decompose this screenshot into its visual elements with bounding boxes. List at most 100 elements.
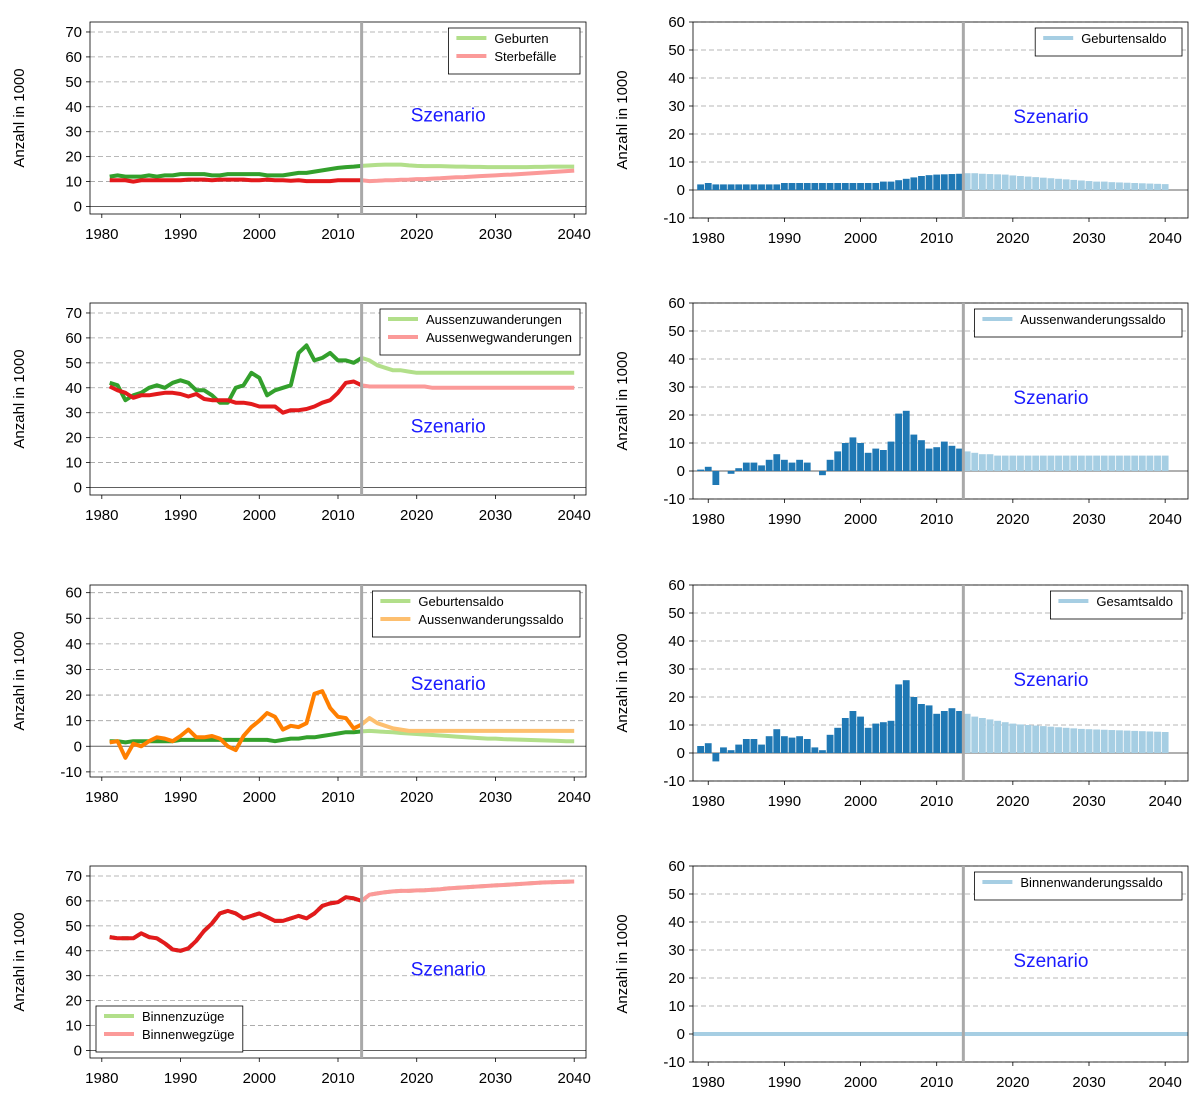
y-tick-label: 20 bbox=[65, 430, 82, 447]
plot-frame bbox=[692, 584, 1189, 782]
bar-2031 bbox=[1093, 181, 1101, 190]
scenario-annotation: Szenario bbox=[1013, 107, 1088, 128]
bar-2011 bbox=[940, 174, 948, 190]
bar-2010 bbox=[933, 447, 941, 471]
x-tick-label: 2030 bbox=[479, 789, 512, 806]
y-tick-label: 10 bbox=[65, 1018, 82, 1035]
bar-2002 bbox=[872, 183, 880, 190]
bar-1994 bbox=[811, 747, 819, 753]
series-history-Aussenwanderungssaldo bbox=[109, 689, 363, 760]
bar-2033 bbox=[1108, 455, 1116, 471]
legend: Binnenzuzüge Binnenwegzüge bbox=[95, 1005, 244, 1053]
bar-1981 bbox=[712, 753, 720, 762]
bar-2029 bbox=[1077, 180, 1085, 190]
bar-2017 bbox=[986, 719, 994, 753]
y-tick-label: 0 bbox=[74, 480, 82, 497]
bar-2028 bbox=[1070, 728, 1078, 753]
bar-2022 bbox=[1024, 725, 1032, 753]
plot-frame bbox=[692, 302, 1189, 500]
x-tick-label: 2020 bbox=[400, 226, 433, 243]
series-history-Aussenzuwanderungen bbox=[109, 343, 363, 405]
bar-1987 bbox=[758, 744, 765, 753]
bar-2024 bbox=[1039, 726, 1047, 753]
x-tick-label: 2020 bbox=[996, 230, 1029, 247]
bar-1985 bbox=[742, 739, 750, 753]
x-tick-label: 2010 bbox=[920, 511, 953, 528]
x-tick-label: 2010 bbox=[321, 1070, 354, 1087]
x-tick-label: 1980 bbox=[85, 1070, 118, 1087]
bar-1989 bbox=[773, 184, 781, 190]
x-tick-label: 1980 bbox=[692, 230, 725, 247]
y-tick-label: 0 bbox=[74, 1043, 82, 1060]
x-tick-label: 2020 bbox=[996, 1074, 1029, 1091]
bar-1982 bbox=[720, 747, 727, 753]
bar-2036 bbox=[1131, 455, 1139, 471]
x-tick-label: 1980 bbox=[85, 789, 118, 806]
y-tick-label: 50 bbox=[65, 610, 82, 627]
bar-2008 bbox=[918, 176, 925, 190]
bar-2018 bbox=[994, 455, 1002, 471]
legend-label: Aussenzuwanderungen bbox=[426, 312, 562, 327]
bar-2007 bbox=[910, 177, 918, 190]
bar-2004 bbox=[887, 720, 895, 753]
bar-1986 bbox=[750, 739, 758, 753]
x-tick-label: 2040 bbox=[1148, 1074, 1181, 1091]
bar-2006 bbox=[902, 410, 910, 471]
series-history-Binnenwegzüge bbox=[109, 895, 363, 953]
x-tick-label: 2020 bbox=[996, 511, 1029, 528]
bar-2016 bbox=[978, 173, 986, 190]
x-tick-label: 2030 bbox=[1072, 511, 1105, 528]
x-tick-label: 1990 bbox=[164, 789, 197, 806]
y-tick-label: 20 bbox=[668, 970, 685, 987]
y-tick-label: 0 bbox=[677, 463, 685, 480]
bar-1979 bbox=[697, 746, 705, 753]
bar-1998 bbox=[841, 718, 849, 753]
bar-1981 bbox=[712, 471, 720, 485]
bar-2005 bbox=[895, 180, 903, 190]
x-tick-label: 1980 bbox=[692, 511, 725, 528]
bar-2012 bbox=[948, 708, 956, 753]
y-tick-label: 40 bbox=[668, 351, 685, 368]
y-tick-label: 60 bbox=[668, 858, 685, 875]
bar-1997 bbox=[834, 451, 842, 471]
bar-2035 bbox=[1123, 455, 1131, 471]
bar-1996 bbox=[826, 734, 834, 753]
y-tick-label: 0 bbox=[74, 738, 82, 755]
scenario-annotation: Szenario bbox=[1013, 951, 1088, 972]
bar-1983 bbox=[727, 750, 735, 753]
bar-1983 bbox=[727, 184, 735, 190]
bar-2039 bbox=[1154, 183, 1161, 190]
y-axis-label: Anzahl in 1000 bbox=[11, 349, 28, 448]
bar-2007 bbox=[910, 434, 918, 471]
bar-1988 bbox=[765, 736, 773, 753]
x-tick-label: 2030 bbox=[479, 1070, 512, 1087]
x-tick-label: 1980 bbox=[692, 793, 725, 810]
bar-1989 bbox=[773, 729, 781, 753]
bar-2020 bbox=[1009, 455, 1017, 471]
x-tick-label: 1990 bbox=[164, 1070, 197, 1087]
x-tick-label: 2030 bbox=[479, 507, 512, 524]
x-tick-label: 2020 bbox=[996, 793, 1029, 810]
bar-2023 bbox=[1032, 177, 1040, 190]
plot-frame bbox=[692, 865, 1189, 1063]
x-tick-label: 2020 bbox=[400, 789, 433, 806]
y-tick-label: 40 bbox=[65, 380, 82, 397]
bar-1984 bbox=[735, 184, 743, 190]
y-axis-label: Anzahl in 1000 bbox=[614, 70, 631, 169]
y-tick-label: 30 bbox=[668, 942, 685, 959]
bar-2030 bbox=[1085, 455, 1093, 471]
scenario-annotation: Szenario bbox=[1013, 670, 1088, 691]
bar-2018 bbox=[994, 720, 1002, 753]
bar-2024 bbox=[1039, 455, 1047, 471]
bar-2013 bbox=[956, 711, 963, 753]
y-tick-label: 50 bbox=[668, 605, 685, 622]
bar-2026 bbox=[1055, 178, 1062, 190]
bar-1987 bbox=[758, 184, 765, 190]
bar-1979 bbox=[697, 469, 705, 471]
series-history-Aussenwegwanderungen bbox=[108, 379, 363, 415]
bar-2021 bbox=[1017, 724, 1024, 753]
bar-2038 bbox=[1146, 455, 1154, 471]
bar-2033 bbox=[1108, 182, 1116, 190]
